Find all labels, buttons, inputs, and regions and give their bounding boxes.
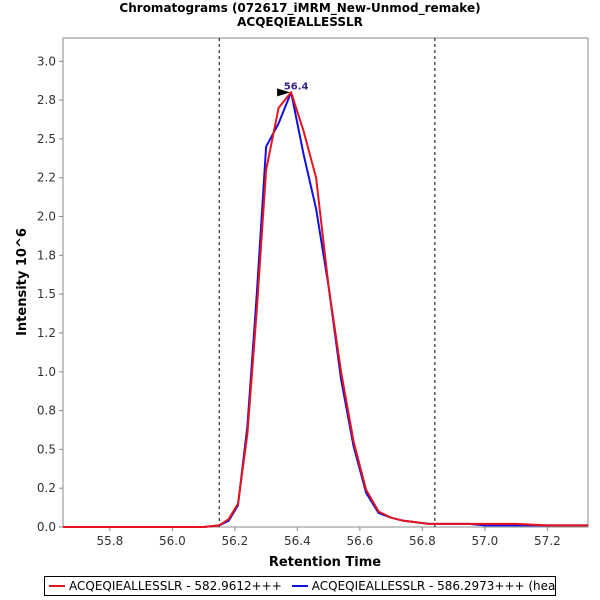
y-tick-label: 2.5 — [37, 132, 56, 146]
y-tick-label: 1.8 — [37, 248, 56, 262]
x-axis: 55.8 56.0 56.2 56.4 56.6 56.8 57.0 57.2 — [97, 527, 561, 548]
y-tick-label: 2.8 — [37, 93, 56, 107]
chart-subtitle: ACQEQIEALLESSLR — [237, 15, 363, 29]
series-lines — [63, 91, 588, 528]
peak-label: 56.4 — [284, 81, 309, 92]
x-tick-label: 56.6 — [347, 534, 374, 548]
legend-label-light: ACQEQIEALLESSLR - 582.9612+++ — [69, 579, 282, 593]
x-tick-label: 56.8 — [409, 534, 436, 548]
legend-swatch-red — [49, 585, 65, 587]
chart-legend: ACQEQIEALLESSLR - 582.9612+++ ACQEQIEALL… — [44, 576, 556, 596]
legend-label-heavy: ACQEQIEALLESSLR - 586.2973+++ (heavy) — [311, 579, 556, 593]
legend-item-light: ACQEQIEALLESSLR - 582.9612+++ — [49, 579, 282, 593]
y-tick-label: 1.0 — [37, 365, 56, 379]
y-tick-label: 2.2 — [37, 171, 56, 185]
y-tick-label: 0.0 — [37, 520, 56, 534]
legend-swatch-blue — [291, 585, 308, 587]
x-tick-label: 57.0 — [472, 534, 499, 548]
y-tick-label: 0.5 — [37, 442, 56, 456]
y-tick-label: 0.8 — [37, 404, 56, 418]
y-axis: 0.0 0.2 0.5 0.8 1.0 1.2 1.5 1.8 2.0 2.2 2.5 2.8 3.0 — [37, 54, 63, 534]
x-axis-label: Retention Time — [269, 555, 381, 570]
x-tick-label: 56.4 — [284, 534, 311, 548]
x-tick-label: 56.0 — [159, 534, 186, 548]
y-tick-label: 0.2 — [37, 481, 56, 495]
y-tick-label: 3.0 — [37, 54, 56, 68]
y-tick-label: 1.5 — [37, 287, 56, 301]
chart-title: Chromatograms (072617_iMRM_New-Unmod_rem… — [119, 1, 480, 16]
y-axis-label: Intensity 10^6 — [15, 228, 30, 336]
legend-item-heavy: ACQEQIEALLESSLR - 586.2973+++ (heavy) — [291, 579, 556, 593]
y-tick-label: 2.0 — [37, 210, 56, 224]
x-tick-label: 55.8 — [97, 534, 124, 548]
x-tick-label: 57.2 — [534, 534, 561, 548]
series-line-light — [63, 91, 588, 528]
y-tick-label: 1.2 — [37, 326, 56, 340]
plot-area — [62, 37, 589, 528]
peak-marker-icon — [277, 88, 291, 97]
x-tick-label: 56.2 — [222, 534, 249, 548]
